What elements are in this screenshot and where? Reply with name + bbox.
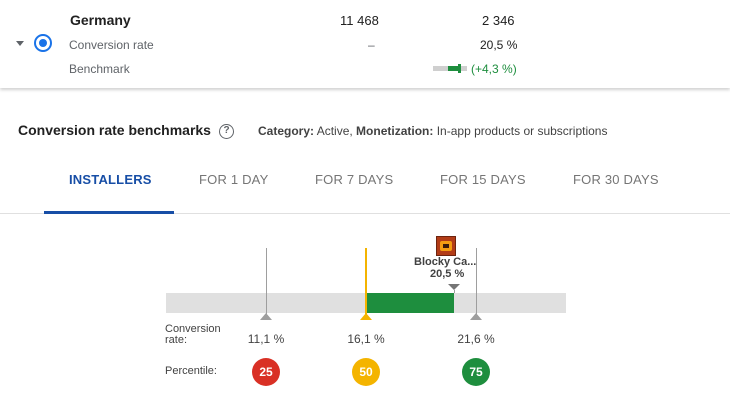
installers-value: 11 468 <box>340 13 379 28</box>
benchmark-delta: (+4,3 %) <box>471 62 517 76</box>
tab-for-15-days[interactable]: FOR 15 DAYS <box>440 172 526 187</box>
percentile-50-line <box>365 248 367 320</box>
benchmark-mini-bar-marker <box>458 64 461 73</box>
app-icon <box>436 236 456 256</box>
percentile-75-rate: 21,6 % <box>457 332 495 346</box>
country-name: Germany <box>70 12 131 28</box>
percentile-75-line <box>476 248 477 320</box>
country-row: Germany Conversion rate Benchmark 11 468… <box>0 0 730 88</box>
conversion-dash: – <box>368 38 375 52</box>
percentile-25-rate: 11,1 % <box>247 332 285 346</box>
percentile-25-badge: 25 <box>252 358 280 386</box>
app-marker-triangle <box>448 284 460 290</box>
monetization-label: Monetization: <box>356 124 434 138</box>
benchmark-mini-bar <box>433 64 467 73</box>
conversion-rate-axis-label: Conversion rate: <box>165 324 221 346</box>
percentile-50-badge: 50 <box>352 358 380 386</box>
acquisitions-value: 2 346 <box>482 13 515 28</box>
section-title: Conversion rate benchmarks <box>18 122 211 138</box>
active-tab-indicator <box>44 211 174 214</box>
tab-for-7-days[interactable]: FOR 7 DAYS <box>315 172 394 187</box>
conversion-rate-axis-label-line2: rate: <box>165 334 188 346</box>
app-name: Blocky Ca... <box>414 256 477 268</box>
conversion-rate-label: Conversion rate <box>69 38 154 52</box>
category-value: Active, <box>316 124 353 138</box>
benchmark-mini-bar-fill <box>448 66 458 71</box>
help-icon[interactable]: ? <box>219 124 234 139</box>
benchmark-chart: Blocky Ca... 20,5 % Conversion rate: Per… <box>0 214 730 412</box>
app-reference-line <box>454 290 455 293</box>
category-label: Category: <box>258 124 315 138</box>
expand-arrow-icon[interactable] <box>16 41 24 46</box>
tab-for-30-days[interactable]: FOR 30 DAYS <box>573 172 659 187</box>
percentile-axis-label: Percentile: <box>165 365 217 377</box>
percentile-50-rate: 16,1 % <box>347 332 385 346</box>
percentile-50-marker <box>360 313 372 320</box>
benchmark-range-fill <box>367 293 454 313</box>
conversion-rate-value: 20,5 % <box>480 38 518 52</box>
percentile-25-line <box>266 248 267 320</box>
benchmark-tabs: INSTALLERS FOR 1 DAY FOR 7 DAYS FOR 15 D… <box>0 160 730 214</box>
country-radio[interactable] <box>34 34 52 52</box>
tab-for-1-day[interactable]: FOR 1 DAY <box>199 172 269 187</box>
app-value: 20,5 % <box>430 268 465 280</box>
percentile-75-badge: 75 <box>462 358 490 386</box>
conversion-rate-axis-label-line1: Conversion <box>165 323 221 335</box>
tab-installers[interactable]: INSTALLERS <box>69 172 152 187</box>
section-meta: Category: Active, Monetization: In-app p… <box>258 124 607 138</box>
percentile-75-marker <box>470 313 482 320</box>
monetization-value: In-app products or subscriptions <box>436 124 608 138</box>
percentile-25-marker <box>260 313 272 320</box>
benchmark-label: Benchmark <box>69 62 130 76</box>
